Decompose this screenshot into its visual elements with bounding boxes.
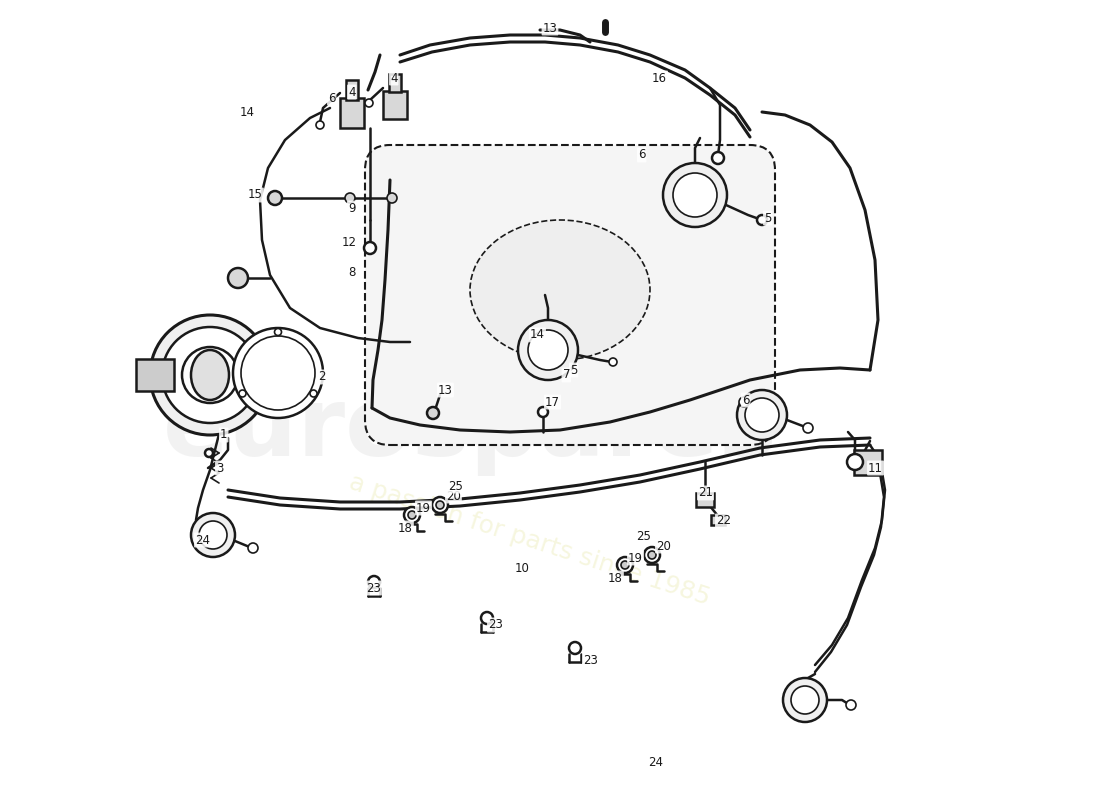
Text: 5: 5 [764,211,771,225]
Text: 6: 6 [328,91,336,105]
Circle shape [673,173,717,217]
Ellipse shape [470,220,650,360]
Circle shape [432,497,448,513]
Circle shape [737,390,786,440]
Bar [854,450,882,474]
Circle shape [316,121,324,129]
Text: 11: 11 [868,462,883,474]
Circle shape [233,328,323,418]
Circle shape [518,320,578,380]
Circle shape [569,642,581,654]
Circle shape [365,99,373,107]
Circle shape [368,576,379,588]
Text: 10: 10 [515,562,530,574]
Text: 9: 9 [348,202,355,214]
Text: 14: 14 [530,329,544,342]
Circle shape [757,215,767,225]
Bar [346,80,358,100]
Circle shape [228,268,248,288]
Circle shape [528,330,568,370]
Text: 25: 25 [636,530,651,542]
Text: 12: 12 [342,235,358,249]
Text: 3: 3 [216,462,223,474]
Text: 13: 13 [438,383,453,397]
Text: 15: 15 [248,189,263,202]
Circle shape [205,449,213,457]
Circle shape [621,561,629,569]
Circle shape [427,407,439,419]
Text: 21: 21 [698,486,713,499]
Circle shape [199,521,227,549]
Text: 6: 6 [638,149,646,162]
Circle shape [617,557,632,573]
Text: 22: 22 [716,514,732,527]
Ellipse shape [191,350,229,400]
Bar [383,91,407,119]
Circle shape [803,423,813,433]
Text: 14: 14 [240,106,255,118]
Circle shape [644,547,660,563]
Text: 23: 23 [488,618,503,631]
Text: 19: 19 [416,502,431,514]
Text: 23: 23 [583,654,598,666]
Text: 24: 24 [648,757,663,770]
Circle shape [408,511,416,519]
Text: 23: 23 [366,582,381,594]
Text: a passion for parts since 1985: a passion for parts since 1985 [346,470,714,610]
Text: 6: 6 [742,394,749,406]
Text: 4: 4 [348,86,355,98]
Circle shape [239,390,246,397]
Circle shape [275,329,282,335]
Circle shape [538,407,548,417]
Text: 1: 1 [220,429,228,442]
Circle shape [739,397,749,407]
Bar [340,98,364,128]
Bar [136,359,174,391]
Circle shape [268,191,282,205]
Circle shape [387,193,397,203]
Circle shape [648,551,656,559]
Circle shape [364,242,376,254]
Circle shape [191,513,235,557]
Text: 25: 25 [448,479,463,493]
Text: 5: 5 [570,363,578,377]
Circle shape [745,398,779,432]
Circle shape [846,700,856,710]
Text: eurospares: eurospares [163,383,778,477]
Text: 20: 20 [656,539,671,553]
Bar [711,515,725,525]
Circle shape [609,358,617,366]
Circle shape [345,193,355,203]
Text: 8: 8 [348,266,355,278]
Circle shape [783,678,827,722]
Bar [389,74,402,92]
Text: 18: 18 [398,522,412,534]
Circle shape [241,336,315,410]
Circle shape [481,612,493,624]
Circle shape [182,347,238,403]
Circle shape [712,152,724,164]
Text: 4: 4 [390,71,397,85]
Text: 24: 24 [195,534,210,546]
Text: 2: 2 [318,370,326,383]
Text: 20: 20 [446,490,461,502]
Bar [696,493,714,507]
Circle shape [150,315,270,435]
Circle shape [436,501,444,509]
Text: 16: 16 [652,71,667,85]
Circle shape [663,163,727,227]
Text: 7: 7 [562,369,570,382]
Text: 13: 13 [542,22,558,34]
Circle shape [248,543,258,553]
FancyBboxPatch shape [365,145,776,445]
Text: 17: 17 [544,395,560,409]
Circle shape [162,327,258,423]
Text: 18: 18 [608,571,623,585]
Circle shape [310,390,317,397]
Circle shape [847,454,864,470]
Text: 19: 19 [628,551,643,565]
Circle shape [404,507,420,523]
Circle shape [791,686,820,714]
